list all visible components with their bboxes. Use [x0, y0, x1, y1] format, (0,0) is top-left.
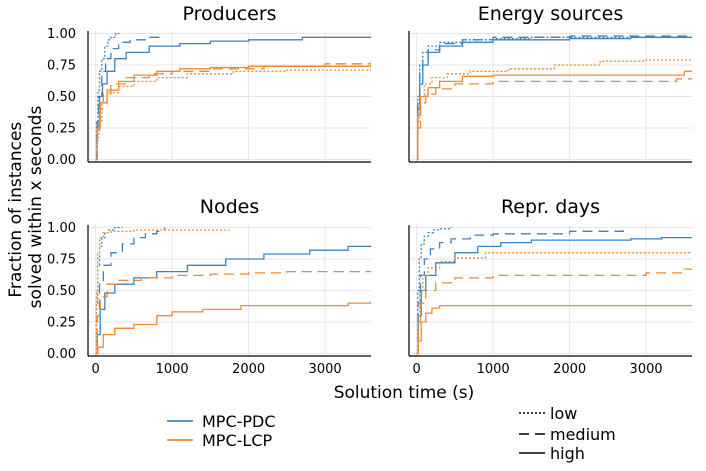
series-line-mpc-lcp-low	[416, 58, 692, 161]
y-tick-label: 0.50	[47, 284, 76, 299]
series-line-mpc-pdc-low	[416, 36, 692, 161]
x-tick-label: 3000	[309, 362, 342, 377]
y-tick-label: 0.25	[47, 121, 76, 136]
series-line-mpc-pdc-low	[95, 226, 123, 355]
y-tick-label: 1.00	[47, 221, 76, 236]
series-group	[416, 35, 692, 161]
series-group	[95, 32, 371, 161]
x-tick-label: 2000	[553, 362, 586, 377]
y-tick-label: 0.00	[47, 153, 76, 168]
series-line-mpc-pdc-medium	[416, 230, 624, 355]
series-line-mpc-lcp-high	[95, 301, 371, 355]
legend-label-high: high	[550, 444, 585, 463]
x-tick-label: 1000	[477, 362, 510, 377]
y-tick-label: 1.00	[47, 27, 76, 42]
series-group	[416, 227, 692, 355]
x-axis-label: Solution time (s)	[334, 383, 475, 403]
series-line-mpc-pdc-medium	[416, 35, 692, 161]
legend-label-low: low	[550, 404, 577, 423]
panel-repr-days: Repr. days 0 1000 2000 3000	[408, 196, 692, 377]
series-line-mpc-lcp-medium	[416, 268, 692, 355]
panel-title: Nodes	[200, 196, 260, 218]
y-tick-label: 0.75	[47, 59, 76, 74]
legend-label-mpc-lcp: MPC-LCP	[202, 431, 272, 450]
y-tick-label: 0.25	[47, 315, 76, 330]
series-line-mpc-lcp-low	[95, 229, 230, 355]
series-line-mpc-lcp-low	[95, 68, 371, 161]
y-tick-label: 0.50	[47, 90, 76, 105]
series-line-mpc-lcp-medium	[95, 270, 371, 355]
series-line-mpc-lcp-high	[95, 65, 371, 161]
series-line-mpc-pdc-high	[95, 36, 371, 161]
series-line-mpc-pdc-high	[416, 36, 692, 161]
y-axis-label-line-2: solved within x seconds	[26, 106, 46, 309]
series-line-mpc-lcp-medium	[416, 78, 692, 161]
series-line-mpc-lcp-high	[416, 70, 692, 161]
series-line-mpc-lcp-low	[416, 252, 692, 355]
panel-nodes: Nodes 0 1000 2000 3000 0.00 0.25 0.50 0.75 1.00	[47, 196, 371, 377]
x-tick-label: 1000	[156, 362, 189, 377]
x-tick-label: 2000	[232, 362, 265, 377]
series-line-mpc-lcp-medium	[95, 62, 371, 161]
x-tick-label: 0	[413, 362, 421, 377]
panel-title: Energy sources	[478, 3, 624, 25]
x-tick-label: 0	[92, 362, 100, 377]
y-axis-label: Fraction of instances solved within x se…	[6, 106, 46, 309]
panel-title: Producers	[182, 3, 276, 25]
series-line-mpc-pdc-high	[95, 245, 371, 355]
y-tick-label: 0.00	[47, 347, 76, 362]
y-tick-label: 0.75	[47, 253, 76, 268]
panels: Producers 0.00 0.25 0.50 0.75 1.00 Energy sour…	[47, 3, 692, 377]
series-line-mpc-pdc-high	[416, 236, 692, 355]
series-group	[95, 226, 371, 355]
series-line-mpc-pdc-low	[416, 227, 452, 355]
panel-energy-sources: Energy sources	[408, 3, 692, 163]
series-line-mpc-lcp-high	[416, 304, 692, 355]
legend-label-medium: medium	[550, 425, 616, 444]
legend-label-mpc-pdc: MPC-PDC	[202, 412, 276, 431]
panel-title: Repr. days	[501, 196, 600, 218]
y-axis-label-line-1: Fraction of instances	[6, 122, 26, 298]
panel-producers: Producers 0.00 0.25 0.50 0.75 1.00	[47, 3, 371, 168]
x-tick-label: 3000	[630, 362, 663, 377]
